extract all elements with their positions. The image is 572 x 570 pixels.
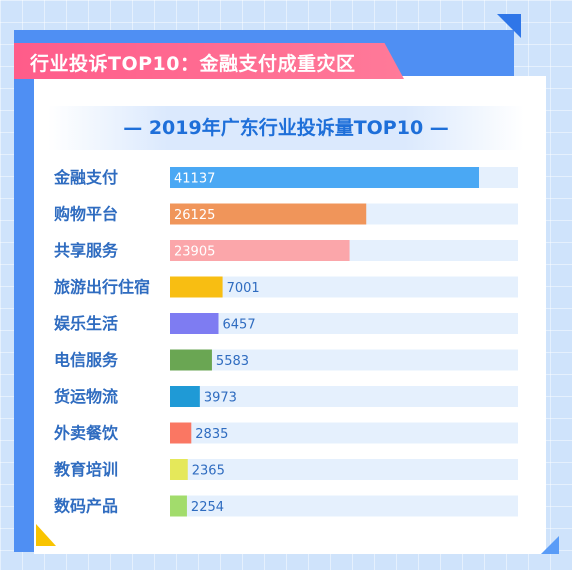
category-label: 金融支付	[53, 168, 118, 187]
bar-track	[170, 349, 518, 371]
bar-track	[170, 386, 518, 407]
value-label: 41137	[174, 172, 215, 187]
title-banner	[14, 43, 404, 79]
category-label: 娱乐生活	[54, 314, 118, 333]
value-label: 7001	[227, 281, 260, 296]
category-label: 共享服务	[54, 241, 119, 260]
corner-decoration-bottom-right	[541, 536, 559, 554]
chart-title-band	[48, 106, 524, 150]
bar-track	[170, 495, 518, 517]
bar	[170, 349, 212, 371]
bar	[170, 240, 350, 261]
bar	[170, 422, 192, 444]
category-label: 外卖餐饮	[53, 424, 119, 443]
corner-decoration-bottom-left	[36, 524, 56, 546]
bar	[170, 167, 479, 188]
category-label: 教育培训	[54, 460, 118, 479]
banner-title: 行业投诉TOP10：金融支付成重灾区	[30, 53, 356, 75]
bar	[170, 203, 367, 225]
category-label: 电信服务	[54, 351, 119, 370]
category-label: 购物平台	[54, 205, 118, 224]
bar-track	[170, 459, 518, 480]
value-label: 23905	[174, 245, 215, 260]
bar-track	[170, 276, 518, 298]
bar	[170, 459, 188, 480]
bar	[170, 495, 187, 517]
value-label: 5583	[216, 354, 249, 369]
bar-track	[170, 422, 518, 444]
value-label: 2365	[192, 464, 225, 479]
value-label: 26125	[174, 208, 215, 223]
value-label: 2835	[195, 427, 228, 442]
chart-title: — 2019年广东行业投诉量TOP10 —	[123, 117, 449, 139]
bar	[170, 276, 223, 298]
bar-track	[170, 313, 518, 334]
category-label: 数码产品	[54, 497, 118, 516]
value-label: 3973	[204, 391, 237, 406]
category-label: 货运物流	[54, 387, 118, 406]
bar	[170, 313, 219, 334]
category-label: 旅游出行住宿	[54, 278, 150, 297]
corner-decoration-top-right	[497, 14, 521, 38]
value-label: 2254	[191, 500, 224, 515]
bar	[170, 386, 200, 407]
value-label: 6457	[223, 318, 256, 333]
